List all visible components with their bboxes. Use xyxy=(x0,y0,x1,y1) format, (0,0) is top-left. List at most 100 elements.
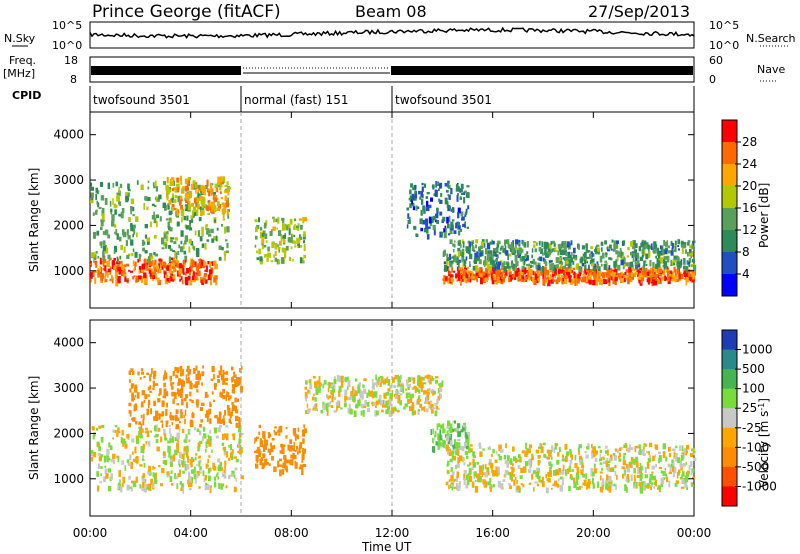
scatter-cell xyxy=(232,433,236,437)
scatter-cell xyxy=(123,273,126,277)
scatter-cell xyxy=(132,370,135,375)
scatter-cell xyxy=(596,263,600,269)
scatter-cell xyxy=(211,205,213,212)
scatter-cell xyxy=(523,279,526,283)
scatter-cell xyxy=(462,270,466,276)
scatter-cell xyxy=(608,468,612,472)
scatter-cell xyxy=(163,242,167,247)
scatter-cell xyxy=(100,466,103,469)
scatter-cell xyxy=(109,445,113,451)
scatter-cell xyxy=(509,271,512,278)
scatter-cell xyxy=(281,469,285,475)
scatter-cell xyxy=(112,198,114,205)
scatter-cell xyxy=(178,378,181,386)
scatter-cell xyxy=(274,257,278,262)
scatter-cell xyxy=(95,251,98,254)
scatter-cell xyxy=(170,237,174,240)
scatter-cell xyxy=(187,275,191,281)
scatter-cell xyxy=(384,378,387,383)
scatter-cell xyxy=(143,487,148,493)
scatter-cell xyxy=(420,385,423,393)
scatter-cell xyxy=(366,392,369,396)
scatter-cell xyxy=(229,395,232,398)
scatter-cell xyxy=(399,393,403,396)
scatter-cell xyxy=(511,469,514,476)
scatter-cell xyxy=(620,447,623,451)
scatter-cell xyxy=(632,240,635,246)
scatter-cell xyxy=(212,196,215,200)
scatter-cell xyxy=(468,446,471,454)
scatter-cell xyxy=(276,259,279,265)
scatter-cell xyxy=(692,241,695,248)
scatter-cell xyxy=(661,270,665,274)
scatter-cell xyxy=(469,264,471,267)
scatter-cell xyxy=(181,483,184,490)
scatter-cell xyxy=(147,470,151,475)
scatter-cell xyxy=(602,478,605,486)
scatter-cell xyxy=(91,252,96,258)
scatter-cell xyxy=(234,397,237,403)
scatter-cell xyxy=(273,429,276,433)
scatter-cell xyxy=(156,265,159,270)
scatter-cell xyxy=(476,251,479,258)
scatter-cell xyxy=(542,481,545,488)
scatter-cell xyxy=(606,279,610,283)
scatter-cell xyxy=(161,265,164,270)
scatter-cell xyxy=(487,273,490,277)
scatter-cell xyxy=(172,398,175,405)
scatter-cell xyxy=(686,472,689,478)
scatter-cell xyxy=(448,437,452,443)
scatter-cell xyxy=(99,266,101,272)
scatter-cell xyxy=(672,249,676,252)
scatter-cell xyxy=(200,419,203,423)
scatter-cell xyxy=(347,408,351,414)
scatter-cell xyxy=(667,463,671,468)
scatter-cell xyxy=(454,420,456,424)
scatter-cell xyxy=(511,274,515,278)
scatter-cell xyxy=(162,376,166,381)
scatter-cell xyxy=(532,276,535,283)
scatter-cell xyxy=(176,432,180,440)
scatter-cell xyxy=(128,402,132,407)
scatter-cell xyxy=(262,230,266,237)
scatter-cell xyxy=(548,243,552,250)
scatter-cell xyxy=(538,240,541,246)
scatter-cell xyxy=(301,258,304,264)
scatter-cell xyxy=(112,277,114,284)
scatter-cell xyxy=(180,379,184,384)
scatter-cell xyxy=(472,455,476,459)
scatter-cell xyxy=(665,456,668,462)
scatter-cell xyxy=(222,379,225,385)
scatter-cell xyxy=(359,390,364,398)
scatter-cell xyxy=(153,374,156,380)
scatter-cell xyxy=(579,277,582,281)
scatter-cell xyxy=(607,465,610,472)
scatter-cell xyxy=(222,474,225,477)
scatter-cell xyxy=(575,277,577,283)
scatter-cell xyxy=(671,247,673,252)
scatter-cell xyxy=(425,410,428,413)
scatter-cell xyxy=(114,425,118,428)
scatter-cell xyxy=(591,450,594,455)
scatter-cell xyxy=(304,410,307,414)
scatter-cell xyxy=(300,245,303,248)
scatter-cell xyxy=(171,203,175,209)
scatter-cell xyxy=(197,263,201,269)
scatter-cell xyxy=(466,279,468,284)
scatter-cell xyxy=(184,206,187,209)
scatter-cell xyxy=(263,463,266,468)
scatter-cell xyxy=(500,279,503,283)
scatter-cell xyxy=(449,274,453,280)
scatter-cell xyxy=(383,392,387,399)
scatter-cell xyxy=(149,273,152,277)
scatter-cell xyxy=(460,244,462,248)
scatter-cell xyxy=(549,274,552,279)
scatter-cell xyxy=(463,462,466,466)
nave-tick-bottom: 0 xyxy=(709,73,716,86)
scatter-cell xyxy=(219,466,223,472)
scatter-cell xyxy=(232,449,234,454)
scatter-cell xyxy=(472,276,476,279)
scatter-cell xyxy=(435,181,437,188)
scatter-cell xyxy=(208,269,213,275)
scatter-cell xyxy=(407,220,411,224)
